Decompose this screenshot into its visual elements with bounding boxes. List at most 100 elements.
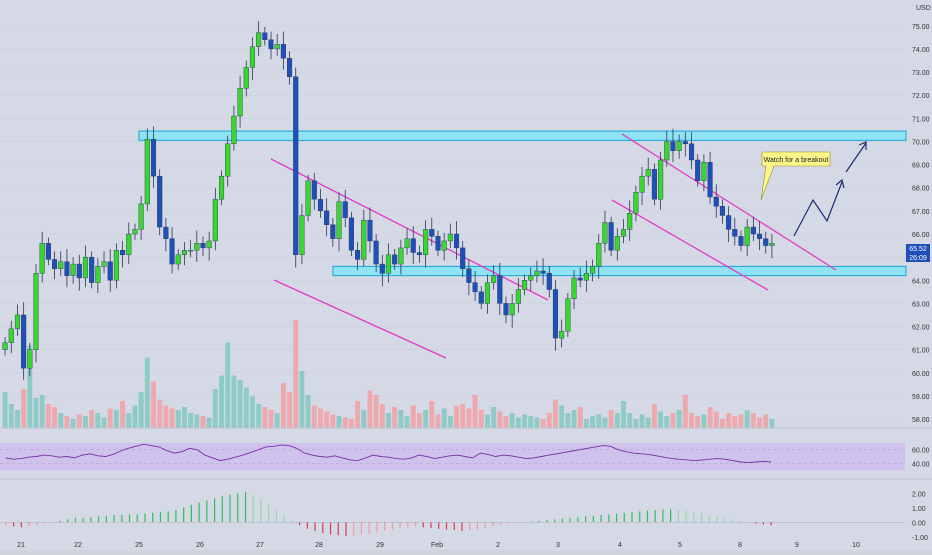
time-tick: 8 xyxy=(738,542,742,549)
candle-body xyxy=(472,282,478,293)
candle-body xyxy=(435,236,441,251)
candle-body xyxy=(503,303,509,316)
candle-body xyxy=(144,138,150,205)
volume-bar xyxy=(52,407,58,428)
projection-path-2 xyxy=(845,142,867,173)
volume-bar xyxy=(596,414,602,428)
candle-body xyxy=(194,243,200,251)
time-tick: 9 xyxy=(795,542,799,549)
candle-body xyxy=(608,222,614,251)
volume-bar xyxy=(460,404,466,428)
candle-body xyxy=(150,138,157,177)
price-tick: 66.00 xyxy=(912,232,930,239)
volume-bar xyxy=(262,407,268,428)
candle-body xyxy=(484,282,490,304)
price-tick: 63.00 xyxy=(912,301,930,308)
candle-body xyxy=(769,243,775,246)
candle-body xyxy=(583,273,589,281)
projection-head-2 xyxy=(858,141,867,150)
time-tick: 25 xyxy=(135,542,143,549)
volume-bar xyxy=(361,410,367,428)
price-tick: 69.00 xyxy=(912,163,930,170)
candle-body xyxy=(361,219,367,260)
volume-bar xyxy=(206,417,212,428)
candle-body xyxy=(107,261,113,281)
candle-body xyxy=(466,268,472,283)
candle-body xyxy=(707,162,713,198)
callout-box xyxy=(760,151,831,201)
candle-body xyxy=(738,236,744,246)
volume-bar xyxy=(311,405,317,428)
candle-body xyxy=(76,263,82,279)
volume-bar xyxy=(157,399,163,428)
time-tick: 10 xyxy=(852,542,860,549)
candle-body xyxy=(70,263,76,276)
volume-bar xyxy=(126,413,132,428)
volume-bar xyxy=(435,414,441,428)
time-axis[interactable]: 21 22 25 26 27 28 29 Feb 2 3 4 5 8 9 10 xyxy=(17,542,860,549)
macd-axis-label: 1.00 xyxy=(912,506,926,513)
time-tick: 3 xyxy=(556,542,560,549)
volume-bar xyxy=(243,387,249,428)
rsi-pane: 60.00 40.00 xyxy=(0,442,930,471)
volume-bar xyxy=(169,408,175,428)
volume-bar xyxy=(423,410,429,428)
candle-body xyxy=(602,222,608,244)
volume-bar xyxy=(330,414,336,428)
volume-bar xyxy=(2,392,8,428)
candle-body xyxy=(225,143,231,177)
volume-bar xyxy=(404,416,410,428)
rsi-axis-label: 60.00 xyxy=(912,448,930,455)
resistance-zone xyxy=(138,130,907,141)
candle-body xyxy=(218,175,225,200)
candle-body xyxy=(497,275,503,304)
candle-body xyxy=(701,162,707,182)
time-tick: 26 xyxy=(196,542,204,549)
volume-bar xyxy=(324,411,330,428)
volume-bar xyxy=(633,419,639,428)
volume-bar xyxy=(602,417,608,428)
candle-body xyxy=(231,115,237,144)
volume-bar xyxy=(379,404,385,428)
candle-body xyxy=(392,254,398,265)
volume-bar xyxy=(151,381,156,428)
volume-bar xyxy=(8,404,14,428)
candle-body xyxy=(120,249,126,256)
candle-body xyxy=(404,238,410,249)
volume-bar xyxy=(231,375,237,428)
candle-body xyxy=(237,88,243,117)
volume-bar xyxy=(132,405,138,428)
candle-body xyxy=(348,217,354,251)
channel-2-top xyxy=(621,133,837,271)
macd-pane: 2.00 1.00 0.00 -1.00 xyxy=(0,491,928,542)
volume-bar xyxy=(559,405,565,428)
price-tick: 73.00 xyxy=(912,70,930,77)
volume-bar xyxy=(76,414,82,428)
price-axis[interactable]: 75.00 74.00 73.00 72.00 71.00 70.00 69.00 68.00… xyxy=(912,24,930,424)
candle-body xyxy=(639,175,645,193)
time-tick: 4 xyxy=(618,542,622,549)
volume-bar xyxy=(280,383,286,428)
candle-body xyxy=(713,196,719,207)
candle-body xyxy=(305,180,311,216)
last-price-timer: 26:09 xyxy=(909,255,927,262)
candle-body xyxy=(268,39,274,50)
candle-body xyxy=(515,289,521,304)
volume-bar xyxy=(565,413,571,428)
candle-body xyxy=(311,180,317,200)
volume-bar xyxy=(188,413,194,428)
candle-body xyxy=(552,289,559,339)
candle-body xyxy=(52,259,58,269)
candle-body xyxy=(89,256,95,283)
volume-bar xyxy=(540,419,546,428)
volume-bar xyxy=(478,410,484,428)
candle-body xyxy=(726,215,732,230)
last-price-text: 65.52 xyxy=(909,246,927,253)
candle-body xyxy=(126,233,132,256)
volume-bar xyxy=(472,395,478,428)
channel-1-bottom xyxy=(273,279,447,359)
candle-body xyxy=(571,277,577,299)
rsi-band xyxy=(0,442,905,471)
candle-body xyxy=(212,199,218,242)
